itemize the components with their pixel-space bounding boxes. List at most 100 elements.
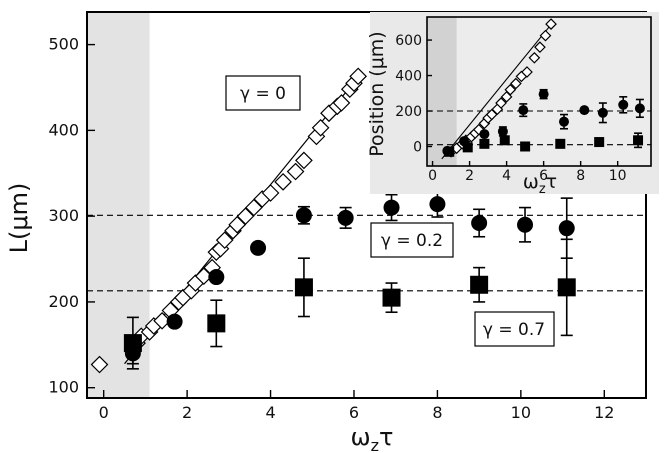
main-circle-point: [295, 207, 312, 224]
main-y-tick-label: 300: [48, 206, 79, 225]
main-x-tick-label: 10: [511, 403, 531, 422]
inset-square-point: [479, 138, 490, 149]
main-square-point: [557, 278, 576, 297]
annotation-gamma-0-7-box: [474, 311, 555, 347]
annotation-gamma-0-2-box: [370, 222, 454, 258]
main-x-axis-title-base: ω: [351, 423, 371, 451]
inset-y-tick-label: 200: [395, 104, 422, 120]
main-circle-point: [208, 269, 225, 286]
main-y-tick-label: 100: [48, 378, 79, 397]
main-circle-point: [558, 220, 575, 237]
annotation-gamma-0-box: [225, 75, 301, 111]
inset-x-tick-label: 6: [539, 168, 548, 184]
annotation-gamma-0-2-text: γ = 0.2: [381, 231, 443, 251]
inset-diamond-point: [504, 83, 517, 96]
inset-x-tick-label: 10: [609, 168, 627, 184]
inset-circle-point: [634, 103, 645, 114]
main-diamond-point: [261, 184, 280, 202]
inset-x-tick-label: 4: [502, 168, 511, 184]
inset-square-point: [520, 141, 531, 152]
main-diamond-point: [215, 231, 234, 250]
inset-diamond-point: [510, 77, 522, 90]
main-data-marks: [90, 67, 576, 374]
inset-circle-point: [579, 105, 590, 116]
inset-circle-point: [618, 99, 629, 110]
inset-x-axis-title: ωzτ: [523, 171, 557, 197]
main-x-axis-title-tail: τ: [379, 423, 393, 451]
main-square-point: [470, 275, 489, 294]
inset-y-tick-label: 600: [395, 33, 422, 49]
inset-axis-ticks: 0 2 4 6 8 10 0 200 400 600: [395, 33, 626, 184]
inset-y-tick-label: 400: [395, 69, 422, 85]
main-x-tick-label: 12: [594, 403, 614, 422]
main-square-point: [294, 278, 313, 297]
inset-y-tick-label: 0: [413, 139, 422, 155]
main-x-tick-label: 0: [99, 403, 109, 422]
annotation-gamma-0-7: γ = 0.7: [474, 311, 555, 347]
main-x-axis-title: ωzτ: [351, 423, 394, 453]
main-square-point: [207, 314, 226, 333]
main-square-point: [382, 288, 401, 307]
inset-circle-point: [518, 105, 529, 116]
inset-circle-point: [538, 89, 549, 100]
inset-diamond-point: [485, 108, 498, 121]
main-reference-lines: [87, 214, 646, 292]
inset-circle-point: [497, 126, 508, 137]
inset-x-tick-label: 0: [428, 168, 437, 184]
main-diamond-point: [349, 67, 368, 86]
main-circle-point: [429, 196, 446, 213]
inset-fit-line: [441, 21, 554, 160]
inset-diamond-point: [495, 97, 507, 109]
main-x-tick-label: 8: [432, 403, 442, 422]
inset-x-tick-label: 2: [465, 168, 474, 184]
inset-reference-lines: [427, 110, 651, 146]
inset-x-tick-label: 8: [576, 168, 585, 184]
inset-diamond-point: [521, 66, 533, 78]
inset-plot-frame: [426, 16, 652, 167]
main-diamond-point: [90, 355, 109, 374]
inset-diamond-point: [545, 18, 557, 30]
inset-square-point: [633, 135, 644, 146]
inset-x-axis-title-sub: z: [539, 182, 546, 197]
main-y-axis-title: L(μm): [5, 183, 33, 254]
main-diamond-point: [228, 215, 247, 234]
annotation-gamma-0-7-text: γ = 0.7: [483, 320, 545, 340]
main-diamond-point: [286, 162, 305, 181]
main-diamond-point: [245, 198, 263, 217]
main-square-point: [123, 334, 142, 353]
inset-circle-point: [479, 129, 490, 140]
main-x-axis-title-sub: z: [371, 436, 379, 453]
main-diamond-point: [311, 118, 330, 137]
main-diamond-point: [295, 151, 313, 170]
main-circle-point: [471, 215, 488, 232]
inset-shaded-region: [427, 17, 457, 166]
main-y-tick-label: 200: [48, 292, 79, 311]
inset-x-axis-title-base: ω: [523, 171, 539, 193]
inset-square-point: [499, 135, 510, 146]
main-plot-frame: [86, 11, 647, 399]
annotation-gamma-0-text: γ = 0: [240, 84, 286, 104]
inset-diamond-point: [539, 29, 552, 42]
inset-square-point: [594, 137, 605, 148]
main-y-tick-label: 500: [48, 35, 79, 54]
main-diamond-point: [274, 172, 292, 191]
main-diamond-point: [236, 207, 255, 225]
inset-diamond-point: [534, 41, 546, 54]
main-x-tick-label: 4: [265, 403, 275, 422]
main-circle-point: [517, 216, 534, 233]
inset-square-point: [444, 146, 455, 157]
inset-plot: 0 2 4 6 8 10 0 200 400 600 Position (μm) ωzτ: [366, 12, 659, 197]
annotation-gamma-0: γ = 0: [225, 75, 301, 111]
inset-square-point: [462, 142, 473, 153]
main-circle-point: [250, 239, 267, 256]
main-circle-point: [337, 209, 354, 226]
inset-circle-point: [558, 116, 569, 127]
inset-x-axis-title-tail: τ: [546, 171, 557, 193]
inset-circle-point: [597, 107, 608, 118]
main-x-tick-label: 2: [182, 403, 192, 422]
main-circle-point: [166, 313, 183, 330]
inset-y-axis-title: Position (μm): [366, 31, 388, 156]
